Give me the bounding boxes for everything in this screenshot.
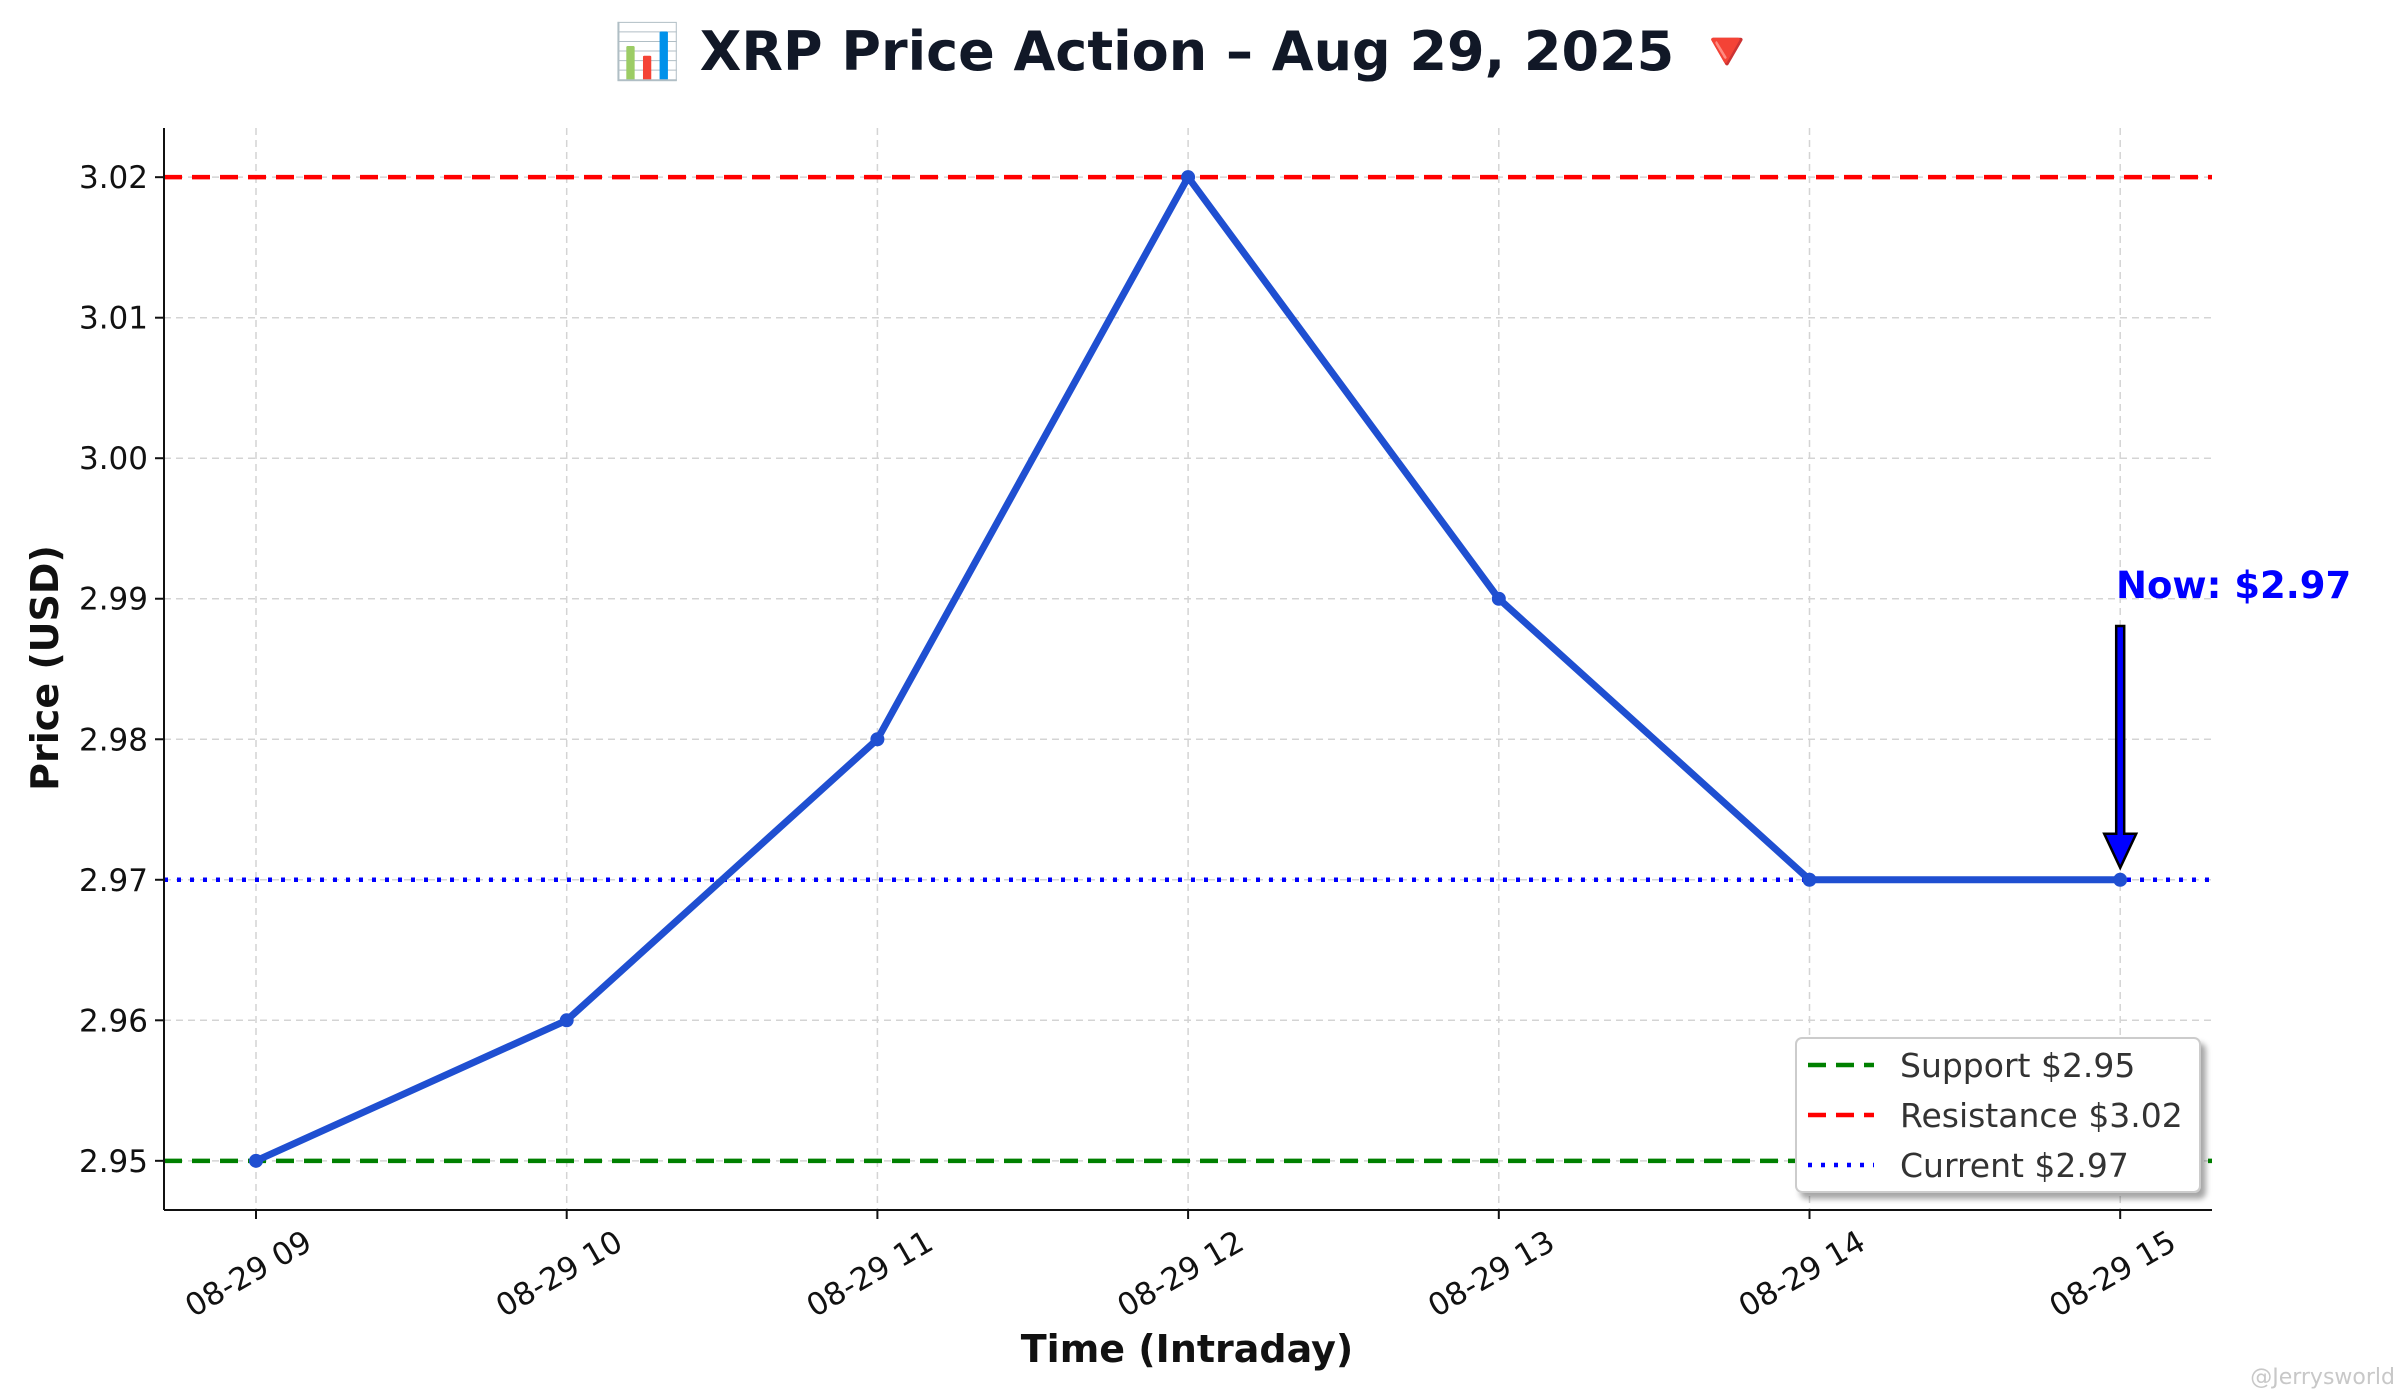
y-tick-label: 3.02 [79,160,148,196]
series [249,170,2128,1168]
data-point [249,1153,263,1168]
y-tick-label: 2.96 [79,1003,148,1039]
y-axis-label: Price (USD) [23,545,67,791]
x-tick-label: 08-29 09 [179,1224,318,1325]
x-tick-label: 08-29 12 [1111,1224,1250,1325]
y-tick-label: 2.99 [79,582,148,618]
x-tick-label: 08-29 10 [490,1224,629,1325]
now-annotation-label: Now: $2.97 [2116,564,2351,607]
now-arrow [2102,624,2139,871]
x-axis-ticks: 08-29 09 08-29 10 08-29 11 08-29 12 08-29 13… [179,1210,2182,1325]
data-point [870,732,885,747]
now-annotation: Now: $2.97 [2102,564,2351,871]
data-point [1181,170,1196,185]
watermark: @Jerrysworld [2250,1365,2395,1390]
legend-label: Resistance $3.02 [1900,1096,2183,1135]
x-tick-label: 08-29 11 [801,1224,940,1325]
chart-title: 📊 XRP Price Action – Aug 29, 2025 🔻 [614,20,1761,83]
y-tick-label: 2.98 [79,722,148,758]
data-point [1491,591,1506,606]
data-point [559,1013,574,1028]
legend: Support $2.95 Resistance $3.02 Current $2.… [1795,1037,2201,1193]
data-point [2113,872,2128,887]
y-tick-label: 3.01 [79,301,148,337]
x-axis-label: Time (Intraday) [1021,1327,1353,1371]
y-tick-label: 3.00 [79,441,148,477]
grid [164,128,2212,1210]
legend-label: Support $2.95 [1900,1046,2135,1085]
x-tick-label: 08-29 15 [2043,1224,2182,1325]
y-tick-label: 2.95 [79,1144,148,1180]
x-tick-label: 08-29 13 [1422,1224,1561,1325]
y-tick-label: 2.97 [79,863,148,899]
legend-label: Current $2.97 [1900,1146,2129,1185]
y-axis-ticks: 2.95 2.96 2.97 2.98 2.99 3.00 3.01 3.02 [79,160,164,1180]
data-point [1802,872,1817,887]
legend-box [1795,1037,2201,1193]
x-tick-label: 08-29 14 [1733,1224,1872,1325]
